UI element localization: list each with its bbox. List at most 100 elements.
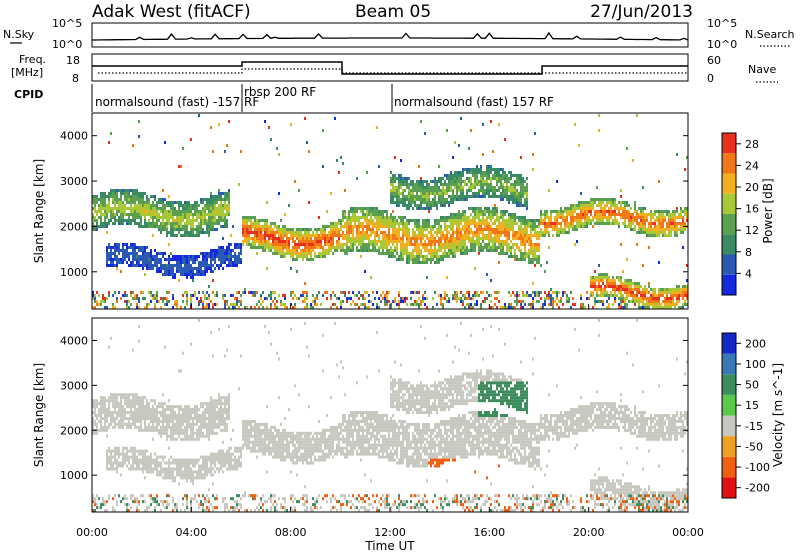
power-cell bbox=[620, 207, 622, 210]
power-cell bbox=[404, 195, 406, 198]
power-cell bbox=[408, 261, 410, 264]
power-cell bbox=[480, 225, 482, 228]
power-cell bbox=[678, 288, 680, 291]
power-cell bbox=[310, 249, 312, 252]
power-cell bbox=[616, 276, 618, 279]
power-cell bbox=[590, 291, 592, 294]
power-cell bbox=[430, 204, 432, 207]
power-cell bbox=[598, 276, 600, 279]
power-cell bbox=[284, 231, 286, 234]
power-cell bbox=[164, 198, 166, 201]
power-cell bbox=[118, 189, 120, 192]
power-cell bbox=[528, 252, 530, 255]
power-cell bbox=[524, 243, 526, 246]
power-cell bbox=[642, 306, 644, 309]
power-cell bbox=[656, 228, 658, 231]
power-cell bbox=[270, 306, 272, 309]
power-cell bbox=[244, 228, 246, 231]
power-cell bbox=[494, 207, 496, 210]
power-cell bbox=[306, 252, 308, 255]
power-cell bbox=[202, 231, 204, 234]
power-cell bbox=[294, 234, 296, 237]
power-cell bbox=[476, 225, 478, 228]
power-cell bbox=[412, 186, 414, 189]
power-cell bbox=[302, 237, 304, 240]
power-cell bbox=[542, 213, 544, 216]
power-cell bbox=[338, 228, 340, 231]
power-cell bbox=[206, 231, 208, 234]
power-cell bbox=[502, 192, 504, 195]
power-cell bbox=[204, 207, 206, 210]
power-cell bbox=[150, 207, 152, 210]
power-cell bbox=[586, 216, 588, 219]
power-cell bbox=[414, 219, 416, 222]
power-cell bbox=[162, 189, 164, 192]
power-cell bbox=[578, 222, 580, 225]
power-cell bbox=[296, 258, 298, 261]
power-cell bbox=[504, 234, 506, 237]
power-cell bbox=[630, 207, 632, 210]
power-cell bbox=[586, 213, 588, 216]
power-cell bbox=[132, 189, 134, 192]
power-cell bbox=[530, 294, 532, 297]
power-cell bbox=[376, 240, 378, 243]
power-cell bbox=[622, 213, 624, 216]
power-cell bbox=[164, 213, 166, 216]
power-cell bbox=[134, 249, 136, 252]
power-cell bbox=[472, 210, 474, 213]
power-cell bbox=[92, 306, 94, 309]
power-cell bbox=[396, 231, 398, 234]
power-cell bbox=[556, 216, 558, 219]
power-cell bbox=[504, 180, 506, 183]
power-cell bbox=[472, 243, 474, 246]
power-cell bbox=[396, 204, 398, 207]
power-cell bbox=[394, 219, 396, 222]
power-cell bbox=[434, 192, 436, 195]
power-cell bbox=[302, 240, 304, 243]
power-cell bbox=[494, 240, 496, 243]
power-cell bbox=[526, 240, 528, 243]
power-cell bbox=[308, 201, 310, 204]
power-cell bbox=[508, 213, 510, 216]
power-cell bbox=[186, 213, 188, 216]
power-cell bbox=[678, 294, 680, 297]
power-cell bbox=[462, 192, 464, 195]
power-cell bbox=[98, 216, 100, 219]
power-cell bbox=[436, 204, 438, 207]
power-cell bbox=[442, 258, 444, 261]
power-cell bbox=[430, 228, 432, 231]
power-cell bbox=[280, 234, 282, 237]
power-cell bbox=[420, 261, 422, 264]
power-cell bbox=[530, 225, 532, 228]
power-cell bbox=[500, 246, 502, 249]
power-cell bbox=[426, 192, 428, 195]
power-cell bbox=[522, 183, 524, 186]
power-cell bbox=[298, 237, 300, 240]
power-cell bbox=[332, 246, 334, 249]
power-cell bbox=[302, 255, 304, 258]
power-cell bbox=[116, 267, 118, 270]
power-cell bbox=[522, 180, 524, 183]
power-cell bbox=[462, 294, 464, 297]
power-cell bbox=[656, 297, 658, 300]
power-cell bbox=[592, 285, 594, 288]
power-cell bbox=[510, 306, 512, 309]
power-cell bbox=[130, 243, 132, 246]
power-cell bbox=[684, 228, 686, 231]
power-cell bbox=[532, 222, 534, 225]
power-cell bbox=[310, 306, 312, 309]
power-cell bbox=[616, 222, 618, 225]
power-cell bbox=[184, 210, 186, 213]
power-cell bbox=[400, 237, 402, 240]
power-cell bbox=[160, 210, 162, 213]
power-cell bbox=[498, 225, 500, 228]
power-cell bbox=[178, 228, 180, 231]
power-cell bbox=[480, 168, 482, 171]
power-cell bbox=[374, 225, 376, 228]
power-cell bbox=[390, 303, 392, 306]
power-cell bbox=[320, 240, 322, 243]
power-cell bbox=[452, 252, 454, 255]
power-cell bbox=[414, 189, 416, 192]
power-cell bbox=[510, 255, 512, 258]
power-cell bbox=[536, 255, 538, 258]
